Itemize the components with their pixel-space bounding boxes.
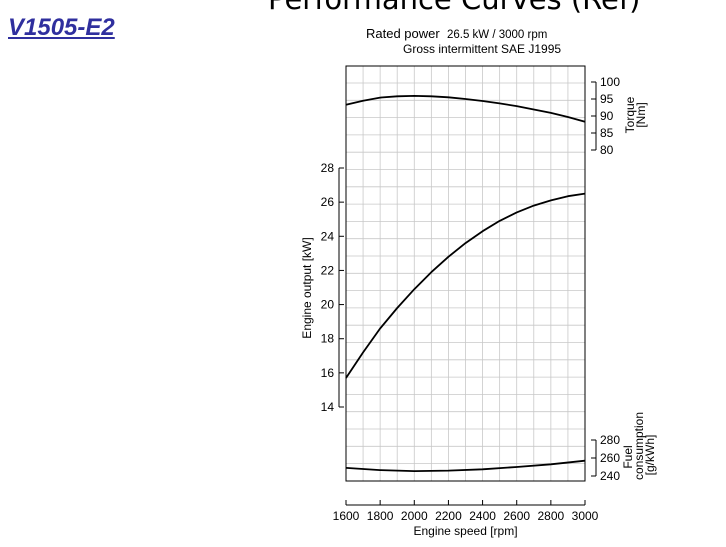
output-tick-label: 20 [321, 298, 335, 312]
output-tick-label: 18 [321, 332, 335, 346]
x-tick-label: 2000 [401, 509, 428, 523]
x-tick-label: 1800 [367, 509, 394, 523]
fuel-tick-label: 240 [600, 469, 620, 483]
output-tick-label: 16 [321, 366, 335, 380]
output-tick-label: 24 [321, 229, 335, 243]
output-tick-label: 22 [321, 263, 335, 277]
torque-tick-label: 85 [600, 126, 614, 140]
rating-standard-label: Gross intermittent SAE J1995 [403, 42, 562, 56]
torque-tick-label: 80 [600, 143, 614, 157]
torque-curve [345, 95, 586, 123]
torque-tick-label: 95 [600, 92, 614, 106]
torque-axis-label: Torque [623, 96, 637, 133]
fuel-curve [345, 459, 586, 472]
x-tick-label: 3000 [572, 509, 599, 523]
torque-tick-label: 100 [600, 75, 620, 89]
x-tick-label: 2200 [435, 509, 462, 523]
page-title: Performance Curves (Ref) [268, 0, 640, 16]
x-tick-label: 2800 [538, 509, 565, 523]
rated-power-value: 26.5 kW / 3000 rpm [446, 29, 548, 41]
torque-axis-label: [Nm] [634, 102, 648, 127]
output-tick-label: 26 [321, 195, 335, 209]
output-axis-label: Engine output [kW] [300, 237, 314, 338]
output-tick-label: 14 [321, 400, 335, 414]
fuel-tick-label: 280 [600, 433, 620, 447]
plot-frame [345, 65, 586, 482]
output-tick-label: 28 [321, 161, 335, 175]
x-tick-label: 2400 [469, 509, 496, 523]
fuel-axis-label: Fuel [621, 445, 635, 468]
x-axis-label: Engine speed [rpm] [413, 524, 517, 538]
fuel-tick-label: 260 [600, 451, 620, 465]
chart-grid [346, 66, 585, 482]
fuel-axis-label: [g/kWh] [643, 435, 657, 476]
model-name-link[interactable]: V1505-E2 [8, 14, 115, 41]
rated-power-label: Rated power 26.5 kW / 3000 rpm [366, 26, 547, 41]
output-curve [345, 192, 586, 379]
x-tick-label: 2600 [503, 509, 530, 523]
x-tick-label: 1600 [333, 509, 360, 523]
fuel-axis-label: consumption [632, 412, 646, 480]
torque-tick-label: 90 [600, 109, 614, 123]
rated-power-title: Rated power [366, 26, 440, 41]
